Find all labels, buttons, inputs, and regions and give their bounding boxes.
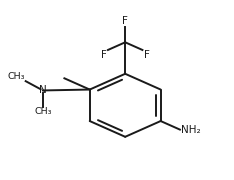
Text: NH₂: NH₂ [181, 125, 201, 135]
Text: F: F [144, 50, 150, 60]
Text: F: F [122, 16, 128, 26]
Text: N: N [39, 86, 47, 95]
Text: F: F [101, 50, 107, 60]
Text: CH₃: CH₃ [7, 72, 25, 81]
Text: CH₃: CH₃ [34, 107, 52, 116]
